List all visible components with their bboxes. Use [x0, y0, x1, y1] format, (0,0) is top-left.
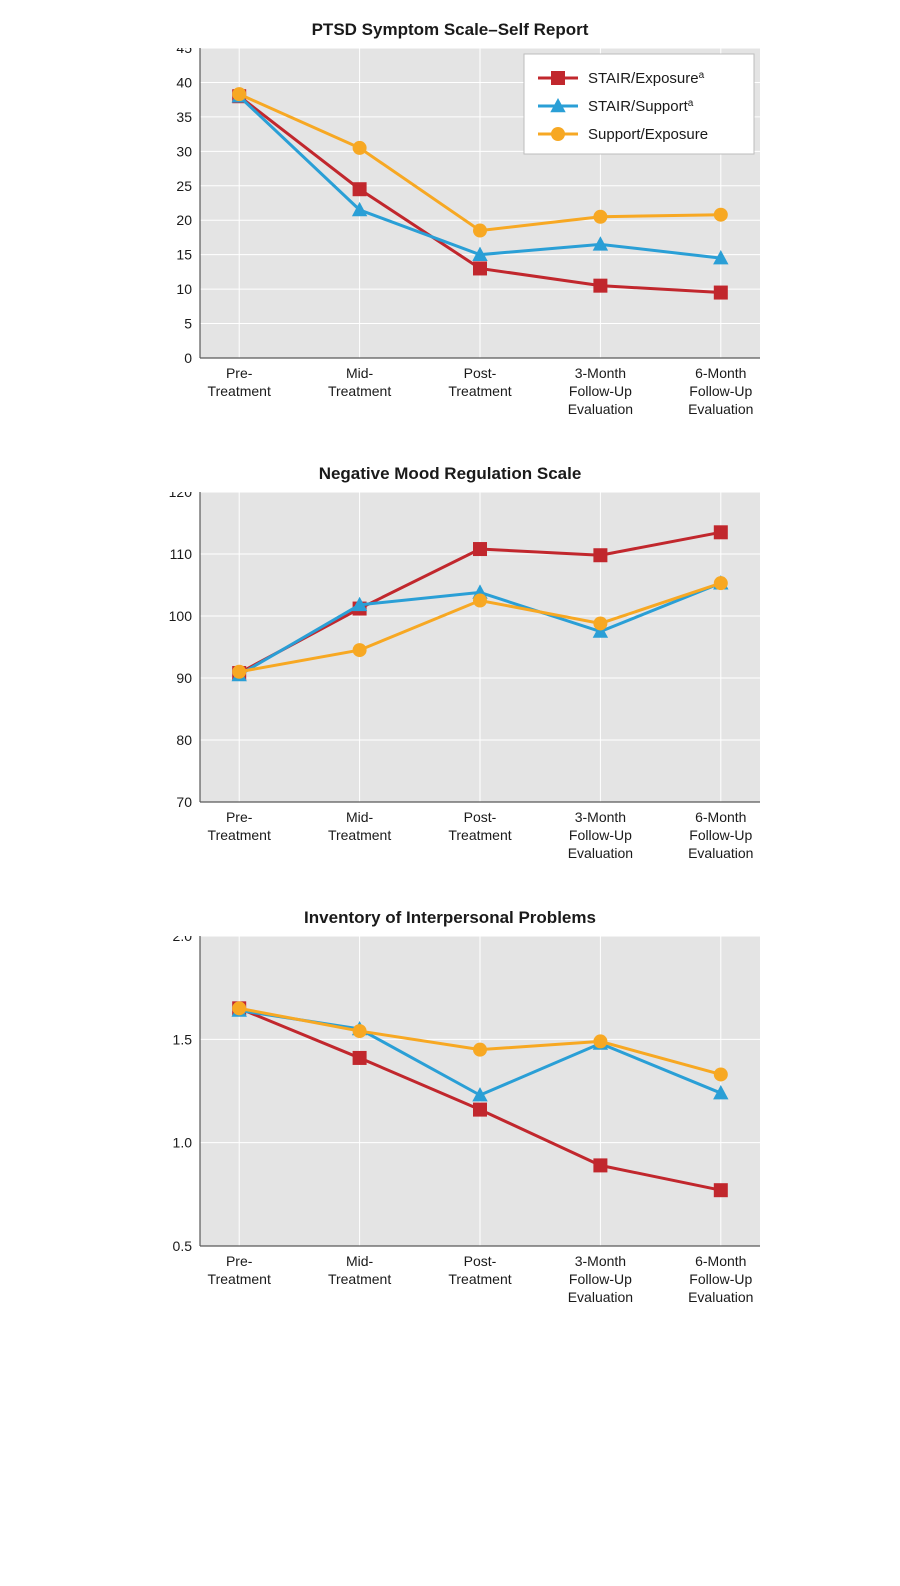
- y-tick-label: 10: [176, 281, 192, 297]
- data-point-stair_exposure: [473, 542, 487, 556]
- x-tick-label: Mid-Treatment: [328, 1253, 391, 1287]
- x-tick-label: Pre-Treatment: [208, 809, 271, 843]
- chart-panel: Inventory of Interpersonal Problems 0.5 1.…: [110, 908, 790, 1312]
- y-tick-label: 15: [176, 247, 192, 263]
- data-point-support_exposure: [473, 1043, 487, 1057]
- legend-label: Support/Exposure: [588, 126, 708, 143]
- x-tick-label: 3-MonthFollow-UpEvaluation: [568, 365, 633, 417]
- y-tick-label: 40: [176, 74, 192, 90]
- x-tick-label: 3-MonthFollow-UpEvaluation: [568, 809, 633, 861]
- data-point-stair_exposure: [473, 261, 487, 275]
- data-point-support_exposure: [232, 1001, 246, 1015]
- y-tick-label: 25: [176, 178, 192, 194]
- legend-label: STAIR/Supporta: [588, 98, 694, 116]
- legend-label: STAIR/Exposurea: [588, 70, 705, 88]
- x-tick-label: Post-Treatment: [448, 1253, 511, 1287]
- x-tick-label: 6-MonthFollow-UpEvaluation: [688, 809, 753, 861]
- charts-container: PTSD Symptom Scale–Self Report 0 5 10 15 20 25…: [10, 20, 890, 1312]
- data-point-stair_exposure: [473, 1103, 487, 1117]
- y-tick-label: 35: [176, 109, 192, 125]
- chart-title: Negative Mood Regulation Scale: [110, 464, 790, 484]
- data-point-support_exposure: [353, 141, 367, 155]
- chart-svg: 0 5 10 15 20 25 30 35 40 45 Pre-Treatment Mid-Treat…: [110, 48, 790, 424]
- y-tick-label: 5: [184, 316, 192, 332]
- y-tick-label: 45: [176, 48, 192, 56]
- chart-panel: PTSD Symptom Scale–Self Report 0 5 10 15 20 25…: [110, 20, 790, 424]
- data-point-support_exposure: [593, 1034, 607, 1048]
- x-tick-label: Pre-Treatment: [208, 1253, 271, 1287]
- x-tick-label: Post-Treatment: [448, 365, 511, 399]
- data-point-stair_exposure: [353, 182, 367, 196]
- y-tick-label: 1.5: [173, 1031, 193, 1047]
- data-point-support_exposure: [714, 576, 728, 590]
- x-tick-label: 3-MonthFollow-UpEvaluation: [568, 1253, 633, 1305]
- data-point-support_exposure: [232, 665, 246, 679]
- data-point-stair_exposure: [714, 286, 728, 300]
- x-tick-label: 6-MonthFollow-UpEvaluation: [688, 365, 753, 417]
- y-tick-label: 90: [176, 670, 192, 686]
- data-point-stair_exposure: [593, 548, 607, 562]
- chart-svg: 0.5 1.0 1.5 2.0 Pre-Treatment Mid-Treatment Po…: [110, 936, 790, 1312]
- data-point-stair_exposure: [714, 525, 728, 539]
- legend-marker: [551, 71, 565, 85]
- data-point-support_exposure: [714, 208, 728, 222]
- y-tick-label: 0.5: [173, 1238, 193, 1254]
- y-tick-label: 120: [169, 492, 193, 500]
- data-point-support_exposure: [593, 616, 607, 630]
- y-tick-label: 0: [184, 350, 192, 366]
- y-tick-label: 100: [169, 608, 193, 624]
- y-tick-label: 80: [176, 732, 192, 748]
- y-tick-label: 70: [176, 794, 192, 810]
- y-tick-label: 20: [176, 212, 192, 228]
- y-tick-label: 2.0: [173, 936, 193, 944]
- data-point-support_exposure: [353, 643, 367, 657]
- chart-panel: Negative Mood Regulation Scale 70 80 90 100 1…: [110, 464, 790, 868]
- data-point-support_exposure: [593, 210, 607, 224]
- data-point-support_exposure: [232, 87, 246, 101]
- chart-svg: 70 80 90 100 110 120 Pre-Treatment Mid-Treatmen…: [110, 492, 790, 868]
- data-point-support_exposure: [353, 1024, 367, 1038]
- data-point-support_exposure: [473, 594, 487, 608]
- data-point-stair_exposure: [593, 1158, 607, 1172]
- x-tick-label: Mid-Treatment: [328, 365, 391, 399]
- y-tick-label: 1.0: [173, 1135, 193, 1151]
- legend: STAIR/Exposurea STAIR/Supporta Support/Exp…: [524, 54, 754, 154]
- x-tick-label: Pre-Treatment: [208, 365, 271, 399]
- x-tick-label: Mid-Treatment: [328, 809, 391, 843]
- chart-title: Inventory of Interpersonal Problems: [110, 908, 790, 928]
- data-point-stair_exposure: [593, 279, 607, 293]
- y-tick-label: 30: [176, 143, 192, 159]
- x-tick-label: 6-MonthFollow-UpEvaluation: [688, 1253, 753, 1305]
- data-point-stair_exposure: [353, 1051, 367, 1065]
- data-point-support_exposure: [473, 224, 487, 238]
- y-tick-label: 110: [170, 546, 193, 562]
- data-point-stair_exposure: [714, 1183, 728, 1197]
- data-point-support_exposure: [714, 1067, 728, 1081]
- legend-marker: [551, 127, 565, 141]
- chart-title: PTSD Symptom Scale–Self Report: [110, 20, 790, 40]
- x-tick-label: Post-Treatment: [448, 809, 511, 843]
